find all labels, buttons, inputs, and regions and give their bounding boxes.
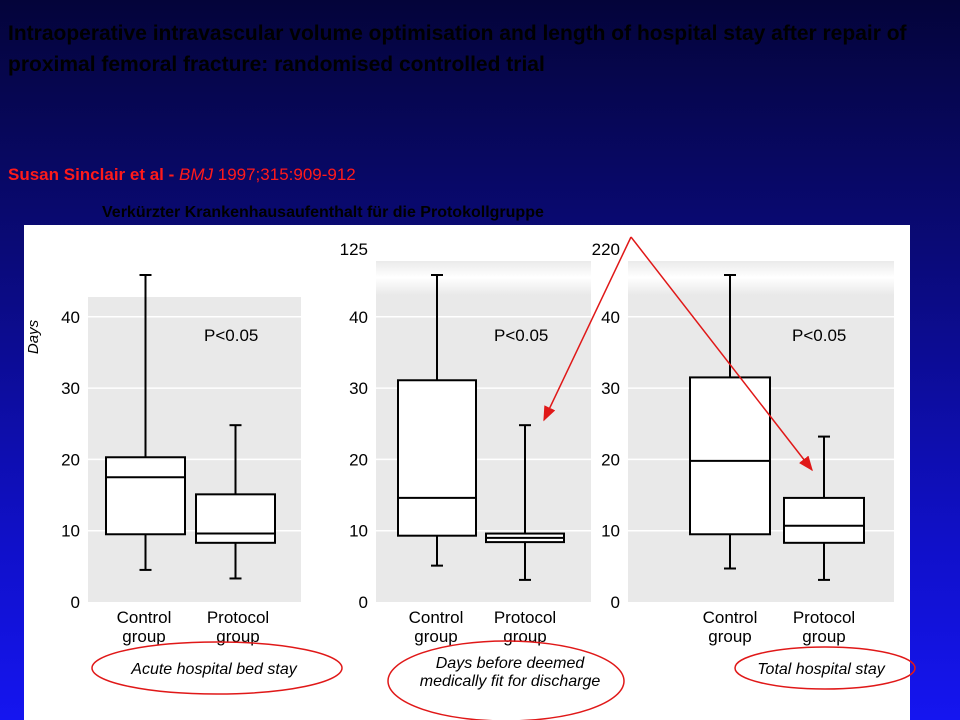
box-iqr (397, 379, 477, 537)
y-tick-label: 20 (61, 450, 80, 469)
category-label: Protocol group (207, 608, 269, 646)
box-control-group: Control group (397, 274, 477, 646)
y-tick-label: 30 (601, 379, 620, 398)
y-tick-label: 40 (61, 308, 80, 327)
chart-panel-3: 0 10 20 30 40 220 P<0.05 Control group Protocol gr… (592, 240, 894, 678)
category-label: Control group (703, 608, 758, 646)
panel-background (88, 297, 301, 602)
panel-title: Days before deemed medically fit for disc… (420, 655, 601, 690)
chart-panel-1: 0 10 20 30 40 Days P<0.05 Control group Protocol g… (25, 274, 301, 678)
category-label: Control group (409, 608, 464, 646)
box-plot-chart: 0 10 20 30 40 Days P<0.05 Control group Protocol g… (25, 240, 894, 690)
box-iqr (105, 456, 186, 536)
y-tick-label: 10 (601, 522, 620, 541)
axis-break-gap (628, 247, 894, 261)
slide-title: Intraoperative intravascular volume opti… (8, 22, 907, 76)
y-tick-label: 40 (601, 308, 620, 327)
category-label: Control group (117, 608, 172, 646)
citation: Susan Sinclair et al - BMJ 1997;315:909-… (8, 164, 356, 186)
y-tick-label: 10 (61, 522, 80, 541)
box-protocol-group: Protocol group (485, 424, 565, 646)
y-tick-label: 0 (611, 593, 620, 612)
category-label: Protocol group (793, 608, 855, 646)
citation-reference: 1997;315:909-912 (213, 165, 356, 184)
box-protocol-group: Protocol group (783, 435, 865, 646)
y-tick-label: 0 (71, 593, 80, 612)
y-tick-label: 30 (61, 379, 80, 398)
box-control-group: Control group (105, 274, 186, 646)
y-tick-label: 20 (601, 450, 620, 469)
chart-panel-2: 0 10 20 30 40 125 P<0.05 Control group Protocol gr… (340, 240, 601, 690)
panel-title: Total hospital stay (757, 661, 885, 678)
y-tick-label: 220 (592, 240, 620, 259)
y-tick-label: 30 (349, 379, 368, 398)
p-value-label: P<0.05 (792, 326, 846, 345)
citation-journal: BMJ (179, 165, 214, 184)
box-iqr (783, 496, 865, 544)
y-axis-label: Days (25, 319, 42, 354)
y-tick-label: 40 (349, 308, 368, 327)
axis-break-band (628, 260, 894, 295)
slide-subtitle: Verkürzter Krankenhausaufenthalt für die… (102, 204, 544, 221)
panel-title: Acute hospital bed stay (130, 661, 297, 678)
y-tick-label: 0 (359, 593, 368, 612)
box-iqr (689, 376, 771, 536)
box-plot-figure: 0 10 20 30 40 Days P<0.05 Control group Protocol g… (24, 225, 910, 720)
category-label: Protocol group (494, 608, 556, 646)
axis-break-gap (376, 247, 591, 261)
axis-break-band (376, 260, 591, 295)
p-value-label: P<0.05 (204, 326, 258, 345)
y-tick-label: 125 (340, 240, 368, 259)
p-value-label: P<0.05 (494, 326, 548, 345)
y-tick-label: 10 (349, 522, 368, 541)
citation-author: Susan Sinclair et al - (8, 165, 180, 184)
box-iqr (195, 493, 276, 544)
y-tick-label: 20 (349, 450, 368, 469)
